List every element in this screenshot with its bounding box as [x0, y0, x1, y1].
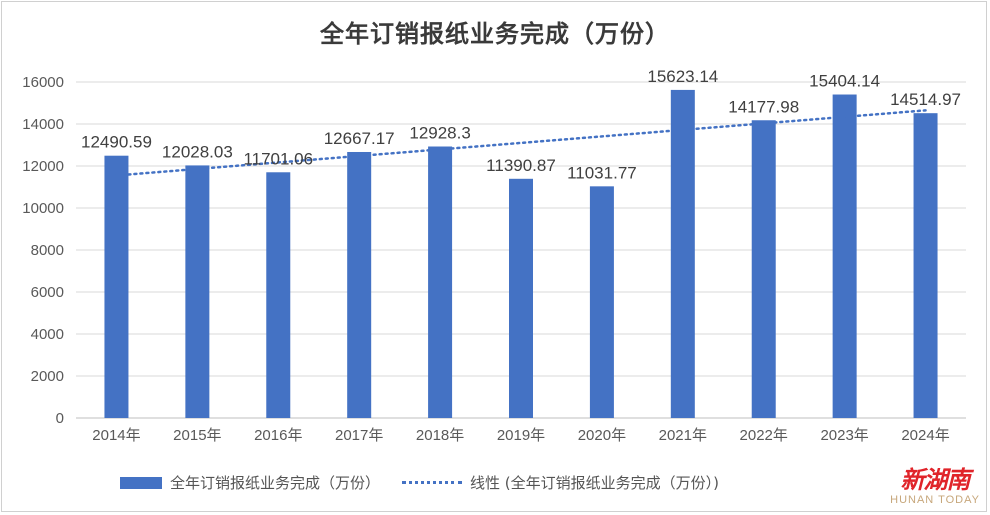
data-label: 11390.87 — [486, 156, 556, 175]
legend: 全年订销报纸业务完成（万份） 线性 (全年订销报纸业务完成（万份）) — [120, 472, 719, 493]
data-label: 11031.77 — [567, 163, 637, 182]
y-tick-label: 16000 — [22, 74, 64, 91]
data-label: 12928.3 — [409, 124, 470, 143]
x-tick-label: 2022年 — [740, 427, 788, 444]
legend-bar-label: 全年订销报纸业务完成（万份） — [170, 474, 381, 492]
data-label: 11701.06 — [243, 149, 313, 168]
x-tick-label: 2015年 — [173, 427, 221, 444]
x-tick-label: 2019年 — [497, 427, 545, 444]
chart-title: 全年订销报纸业务完成（万份） — [320, 20, 670, 48]
data-label: 14514.97 — [890, 90, 961, 109]
data-label: 15623.14 — [647, 67, 718, 86]
y-tick-label: 4000 — [31, 326, 64, 343]
logo-en: HUNAN TODAY — [890, 494, 980, 506]
bar — [913, 113, 938, 418]
legend-bar-swatch — [120, 476, 162, 489]
y-tick-label: 10000 — [22, 200, 64, 217]
bar — [347, 151, 372, 418]
bar — [104, 155, 129, 418]
legend-trend-label: 线性 (全年订销报纸业务完成（万份）) — [470, 474, 719, 492]
y-tick-label: 0 — [56, 410, 64, 427]
x-tick-label: 2017年 — [335, 427, 383, 444]
data-label: 14177.98 — [728, 97, 799, 116]
data-label: 12490.59 — [81, 133, 152, 152]
x-tick-label: 2016年 — [254, 427, 302, 444]
x-tick-label: 2023年 — [820, 427, 868, 444]
x-tick-label: 2018年 — [416, 427, 464, 444]
bar — [670, 89, 695, 418]
y-tick-label: 6000 — [31, 284, 64, 301]
y-tick-label: 12000 — [22, 158, 64, 175]
bar — [428, 146, 453, 418]
bar — [266, 172, 291, 418]
bar — [509, 178, 533, 418]
x-tick-label: 2020年 — [578, 427, 626, 444]
logo-cn: 新湖南 — [900, 465, 971, 494]
x-tick-label: 2014年 — [92, 427, 140, 444]
hunan-today-logo: 新湖南 HUNAN TODAY — [890, 466, 980, 507]
legend-trend-swatch — [402, 481, 463, 484]
bar — [832, 94, 857, 418]
y-tick-label: 2000 — [31, 368, 64, 385]
bar — [751, 120, 776, 418]
bar — [589, 186, 614, 418]
data-label: 15404.14 — [809, 72, 880, 91]
data-label: 12667.17 — [324, 129, 395, 148]
bar — [185, 165, 210, 418]
data-label: 12028.03 — [162, 142, 233, 161]
x-tick-label: 2021年 — [659, 427, 707, 444]
x-tick-label: 2024年 — [901, 427, 949, 444]
y-tick-label: 14000 — [22, 116, 64, 133]
y-tick-label: 8000 — [31, 242, 64, 259]
